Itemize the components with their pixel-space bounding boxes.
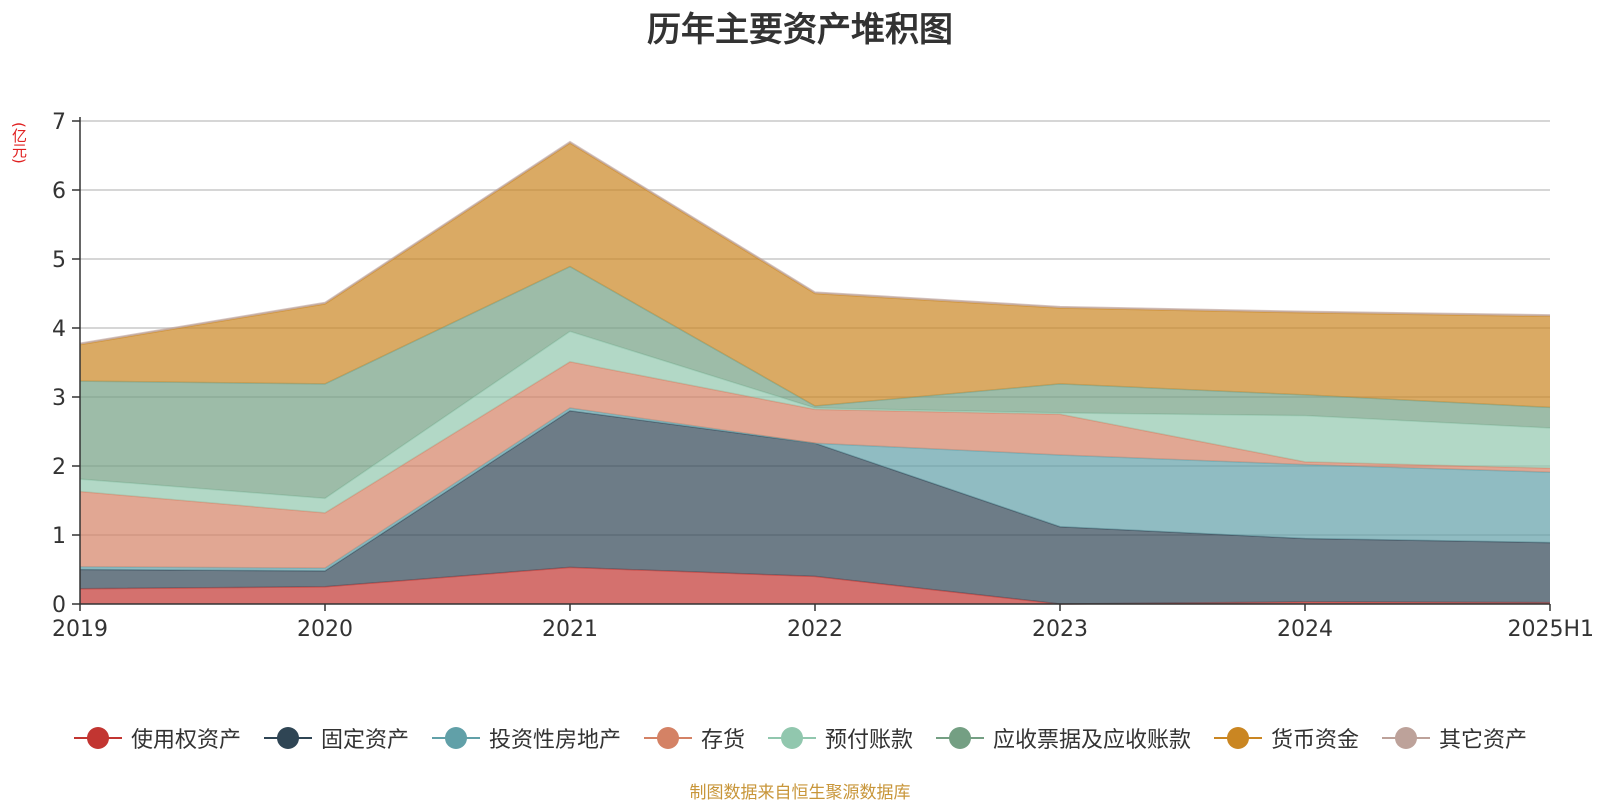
y-tick-label: 4	[52, 317, 66, 342]
x-axis-ticks: 2019 2020 2021 2022 2023 2024 2025H1	[52, 604, 1594, 642]
legend-marker-icon	[263, 727, 312, 749]
x-tick-label: 2020	[297, 617, 353, 642]
legend-marker-icon	[768, 727, 816, 749]
area-line-7	[79, 140, 1551, 344]
x-tick-label: 2025H1	[1507, 617, 1594, 642]
legend-label: 固定资产	[320, 728, 409, 753]
y-tick-label: 5	[52, 248, 66, 273]
source-note: 制图数据来自恒生聚源数据库	[689, 783, 911, 803]
x-tick-label: 2024	[1277, 617, 1333, 642]
y-axis-ticks: 0 1 2 3 4 5 6 7	[52, 110, 80, 618]
area-series-0	[80, 567, 1550, 604]
legend-label: 预付账款	[825, 728, 914, 753]
stacked-area-chart: 0 1 2 3 4 5 6 7 2019 2020 2021 2022 2023 2024 2025H1	[52, 110, 1594, 642]
legend-dot	[656, 727, 679, 749]
area-series-3	[80, 361, 1550, 569]
legend-dot	[276, 727, 299, 749]
legend-label: 其它资产	[1439, 728, 1528, 753]
x-tick-label: 2022	[787, 617, 843, 642]
legend-dot	[949, 727, 972, 749]
legend-dot	[444, 727, 467, 749]
y-tick-label: 3	[52, 386, 66, 411]
y-tick-label: 6	[52, 179, 66, 204]
legend-marker-icon	[936, 727, 985, 749]
x-tick-label: 2023	[1032, 617, 1088, 642]
legend-marker-icon	[1382, 727, 1431, 749]
legend-dot	[781, 727, 803, 749]
area-series-6	[80, 143, 1550, 408]
y-tick-label: 0	[52, 593, 66, 618]
legend-dot	[1227, 727, 1250, 749]
legend-marker-icon	[643, 727, 692, 749]
legend-item[interactable]: 投资性房地产	[431, 722, 621, 754]
y-axis-unit-label: (亿元)	[10, 122, 28, 164]
legend-item[interactable]: 预付账款	[767, 722, 913, 754]
area-series-5	[80, 266, 1550, 499]
legend-item[interactable]: 货币资金	[1213, 722, 1359, 754]
x-tick-label: 2021	[542, 617, 598, 642]
legend-label: 应收票据及应收账款	[993, 728, 1192, 753]
legend-item[interactable]: 其它资产	[1381, 722, 1527, 754]
y-tick-label: 1	[52, 524, 66, 549]
area-series-4	[80, 331, 1550, 513]
legend: 使用权资产 固定资产 投资性房地产 存货 预付账款 应收票据及应收账款 货币资金 其它资产	[0, 718, 1600, 758]
legend-item[interactable]: 应收票据及应收账款	[935, 722, 1191, 754]
legend-dot	[1395, 727, 1418, 749]
x-tick-label: 2019	[52, 617, 108, 642]
area-series-2	[80, 408, 1550, 571]
area-series	[79, 140, 1551, 605]
y-tick-label: 7	[52, 110, 66, 135]
legend-label: 使用权资产	[130, 728, 241, 753]
legend-item[interactable]: 存货	[643, 722, 745, 754]
legend-label: 投资性房地产	[488, 728, 621, 753]
chart-title: 历年主要资产堆积图	[647, 10, 953, 50]
legend-label: 存货	[700, 728, 745, 753]
legend-marker-icon	[431, 727, 480, 749]
legend-dot	[86, 727, 109, 749]
legend-item[interactable]: 使用权资产	[73, 722, 241, 754]
area-series-1	[80, 410, 1550, 604]
legend-label: 货币资金	[1271, 728, 1360, 753]
legend-item[interactable]: 固定资产	[263, 722, 409, 754]
legend-marker-icon	[73, 727, 122, 749]
legend-marker-icon	[1214, 727, 1263, 749]
y-tick-label: 2	[52, 455, 66, 480]
